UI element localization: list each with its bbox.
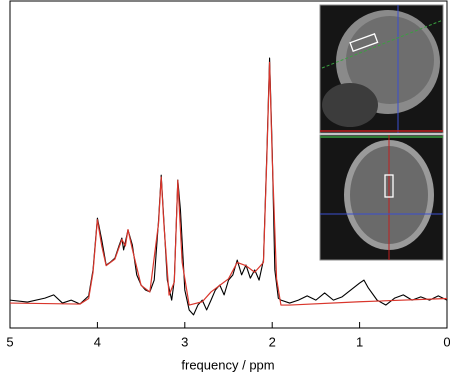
x-axis-label: frequency / ppm: [181, 357, 274, 372]
x-tick-label: 4: [94, 334, 101, 349]
x-tick-label: 3: [181, 334, 188, 349]
x-tick-label: 5: [6, 334, 13, 349]
x-tick-label: 0: [443, 334, 450, 349]
face-shape: [322, 83, 378, 127]
x-tick-label: 1: [356, 334, 363, 349]
x-tick-label: 2: [269, 334, 276, 349]
chart: frequency / ppm 5 4 3 2 1 0: [0, 0, 450, 377]
mri-inset: [320, 5, 443, 260]
